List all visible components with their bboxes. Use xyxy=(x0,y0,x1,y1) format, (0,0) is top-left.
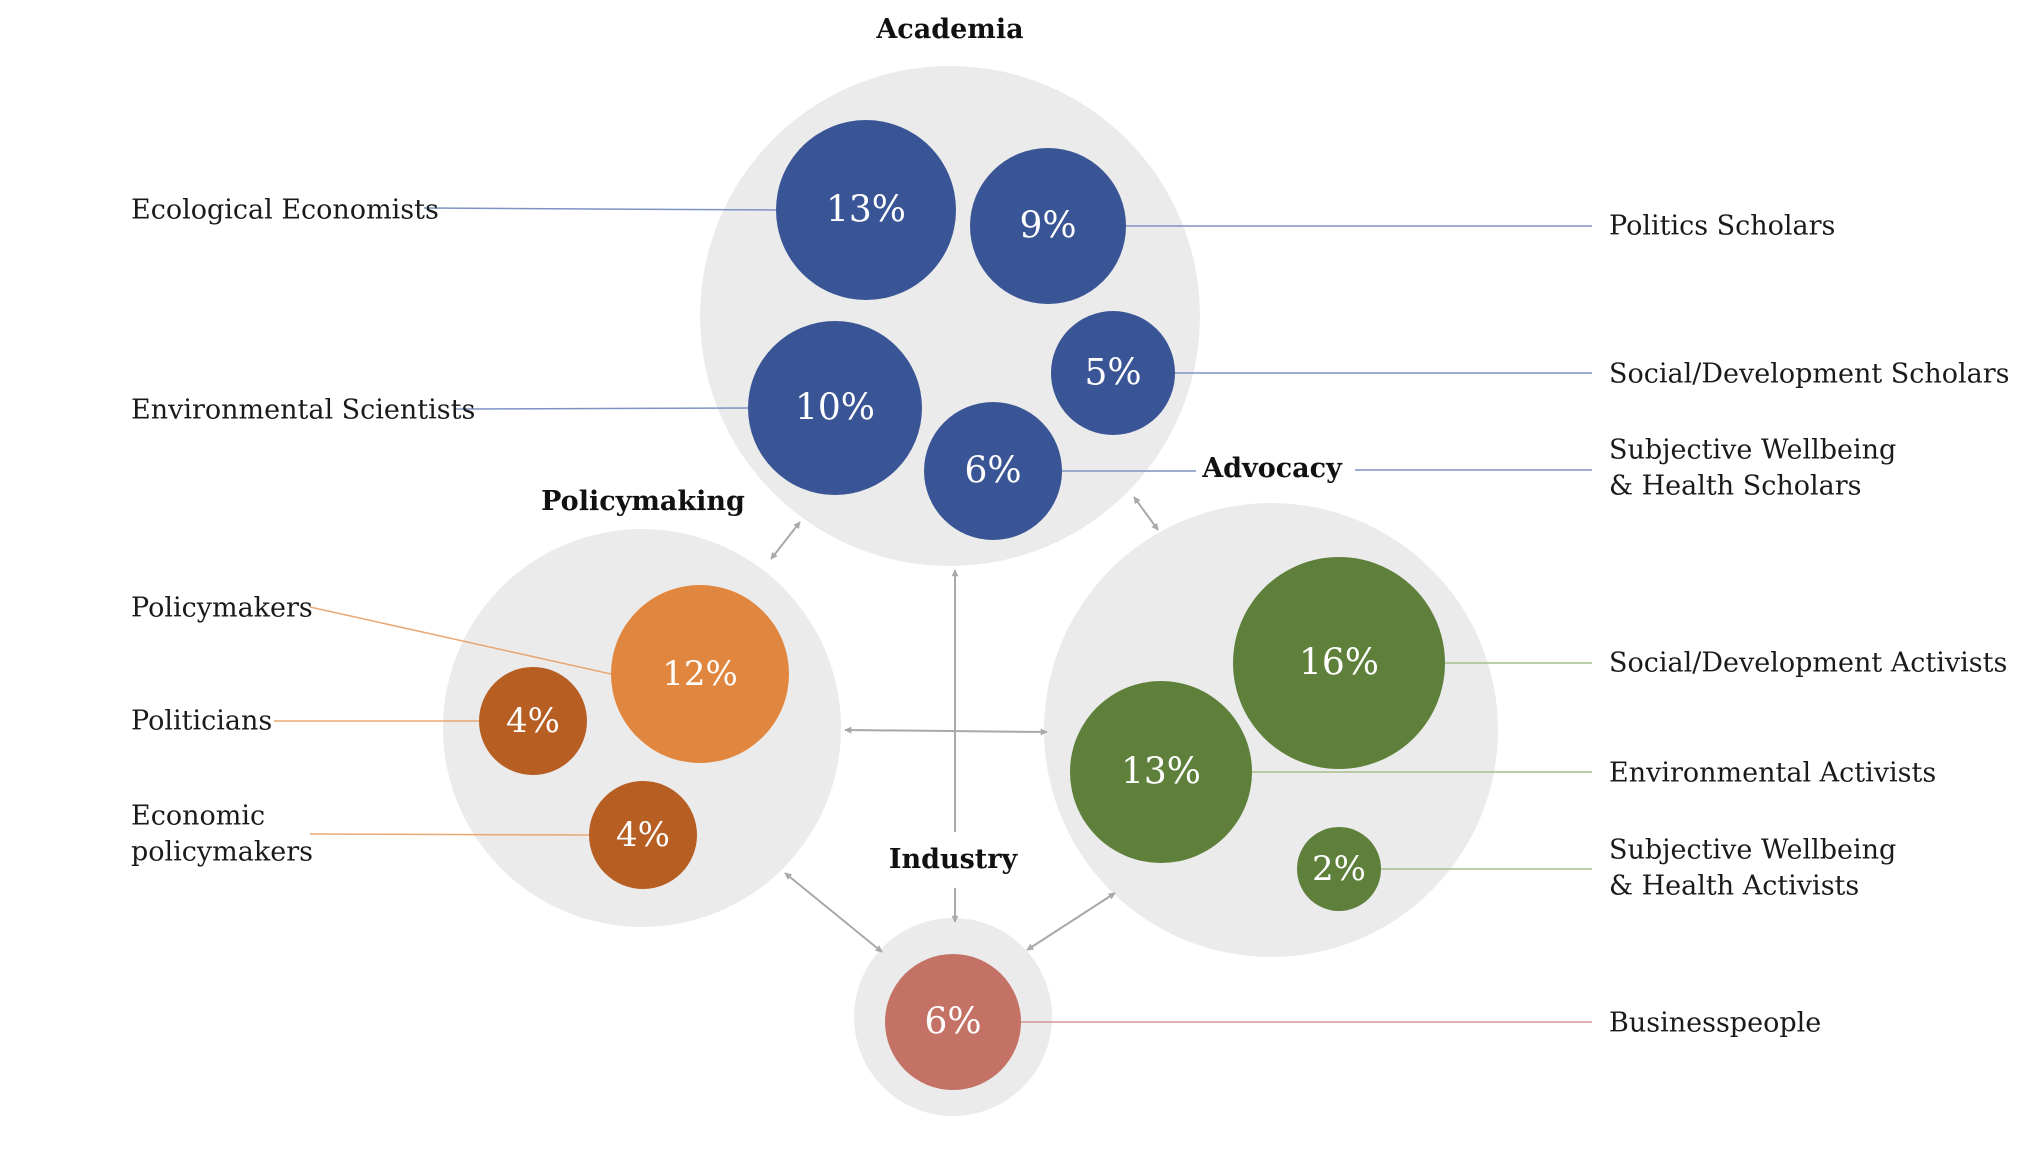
environmental-activists-value: 13% xyxy=(1121,752,1201,793)
social-development-scholars-label-line: Social/Development Scholars xyxy=(1609,359,2010,390)
policymakers-value: 12% xyxy=(662,654,738,694)
ecological-economists-leader-line xyxy=(423,207,777,211)
economic-policymakers-leader-line xyxy=(309,833,590,836)
social-development-activists-bubble xyxy=(1233,557,1445,769)
economic-policymakers-value: 4% xyxy=(616,815,670,855)
academia-title: Academia xyxy=(875,14,1023,45)
social-development-activists-label: Social/Development Activists xyxy=(1609,648,2007,679)
social-development-scholars-label: Social/Development Scholars xyxy=(1609,359,2010,390)
policymakers-label: Policymakers xyxy=(131,593,313,624)
politics-scholars-value: 9% xyxy=(1019,206,1076,247)
businesspeople-label: Businesspeople xyxy=(1609,1008,1821,1039)
economic-policymakers-label-line: policymakers xyxy=(131,837,313,868)
wellbeing-health-scholars-value: 6% xyxy=(964,451,1021,492)
politicians-bubble xyxy=(479,667,587,775)
economic-policymakers-label-line: Economic xyxy=(131,801,265,832)
policymaking-title: Policymaking xyxy=(541,486,745,517)
leader-lines xyxy=(274,207,1592,1023)
bubbles: 13% 9% 10% 5% 6% 12% 4% 4% 16% 13% 2% 6% xyxy=(479,120,1445,1090)
businesspeople-bubble xyxy=(885,954,1021,1090)
businesspeople-label-line: Businesspeople xyxy=(1609,1008,1821,1039)
ecological-economists-bubble xyxy=(776,120,956,300)
politics-scholars-label-line: Politics Scholars xyxy=(1609,211,1835,242)
wellbeing-health-scholars-bubble xyxy=(924,402,1062,540)
social-development-scholars-value: 5% xyxy=(1084,353,1141,394)
politicians-label: Politicians xyxy=(131,706,272,737)
arrow-policymaking-industry xyxy=(784,872,883,953)
environmental-activists-label: Environmental Activists xyxy=(1609,758,1936,789)
economic-policymakers-label: Economic policymakers xyxy=(131,801,313,868)
ecological-economists-label-line: Ecological Economists xyxy=(131,195,439,226)
arrow-academia-advocacy xyxy=(1133,496,1159,531)
policymakers-leader-line xyxy=(309,606,612,675)
environmental-scientists-bubble xyxy=(748,321,922,495)
wellbeing-health-activists-label: Subjective Wellbeing & Health Activists xyxy=(1609,835,1896,902)
environmental-activists-bubble xyxy=(1070,681,1252,863)
social-development-scholars-bubble xyxy=(1051,311,1175,435)
environmental-scientists-label: Environmental Scientists xyxy=(131,395,475,426)
advocacy-title: Advocacy xyxy=(1201,453,1343,484)
environmental-scientists-value: 10% xyxy=(795,388,875,429)
economic-policymakers-bubble xyxy=(589,781,697,889)
policymakers-label-line: Policymakers xyxy=(131,593,313,624)
businesspeople-value: 6% xyxy=(924,1002,981,1043)
bubble-labels: Ecological Economists Politics Scholars En… xyxy=(131,195,2010,1039)
wellbeing-health-scholars-label-line: & Health Scholars xyxy=(1609,471,1861,502)
arrow-policymaking-advocacy xyxy=(844,726,1048,736)
ecological-economists-value: 13% xyxy=(826,190,906,231)
wellbeing-health-scholars-label: Subjective Wellbeing & Health Scholars xyxy=(1609,435,1896,502)
wellbeing-health-activists-bubble xyxy=(1297,827,1381,911)
wellbeing-health-activists-value: 2% xyxy=(1312,849,1366,889)
environmental-activists-label-line: Environmental Activists xyxy=(1609,758,1936,789)
wellbeing-health-activists-label-line: Subjective Wellbeing xyxy=(1609,835,1896,866)
politicians-value: 4% xyxy=(506,701,560,741)
policymakers-bubble xyxy=(611,585,789,763)
environmental-scientists-label-line: Environmental Scientists xyxy=(131,395,475,426)
social-development-activists-label-line: Social/Development Activists xyxy=(1609,648,2007,679)
industry-title: Industry xyxy=(889,844,1019,875)
wellbeing-health-scholars-label-line: Subjective Wellbeing xyxy=(1609,435,1896,466)
social-development-activists-value: 16% xyxy=(1299,643,1379,684)
ecological-economists-label: Ecological Economists xyxy=(131,195,439,226)
politicians-label-line: Politicians xyxy=(131,706,272,737)
politics-scholars-label: Politics Scholars xyxy=(1609,211,1835,242)
wellbeing-health-activists-label-line: & Health Activists xyxy=(1609,871,1859,902)
arrow-industry-advocacy xyxy=(1026,892,1116,951)
arrow-policymaking-academia xyxy=(770,521,801,560)
politics-scholars-bubble xyxy=(970,148,1126,304)
environmental-scientists-leader-line xyxy=(454,407,749,410)
